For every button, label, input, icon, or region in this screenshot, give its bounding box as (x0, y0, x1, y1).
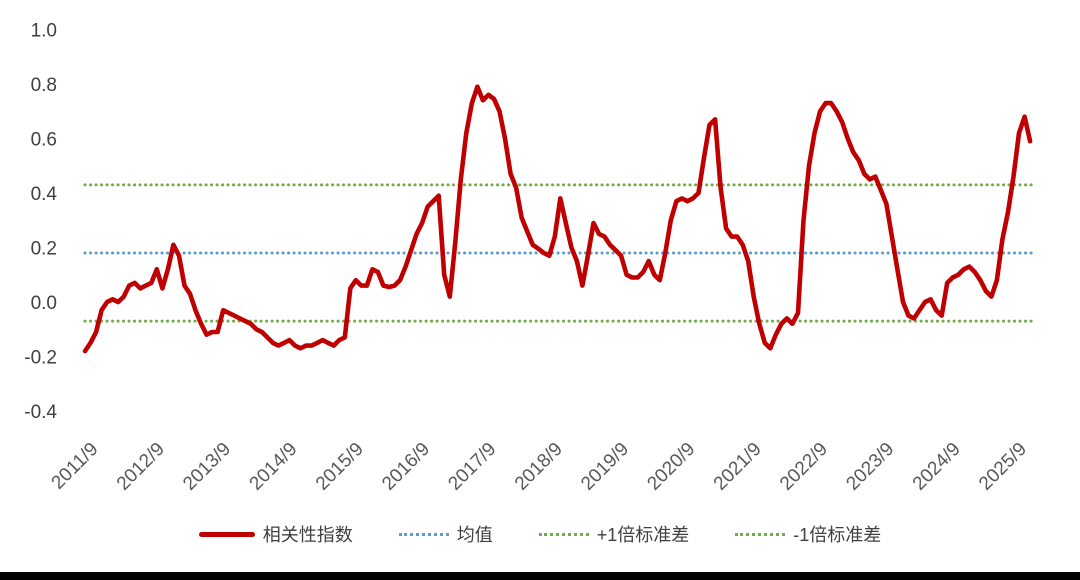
legend-label: +1倍标准差 (596, 525, 690, 545)
legend-item-3: -1倍标准差 (735, 521, 881, 547)
x-tick-label: 2020/9 (643, 439, 699, 495)
x-tick-label: 2015/9 (312, 439, 368, 495)
legend-swatch-dotted-line (398, 532, 449, 536)
legend-item-0: 相关性指数 (198, 521, 353, 547)
legend-swatch-dotted-line (735, 532, 786, 536)
x-tick-label: 2025/9 (975, 439, 1031, 495)
chart-legend: 相关性指数 均值 +1倍标准差 -1倍标准差 (0, 521, 1080, 547)
x-tick-label: 2018/9 (511, 439, 567, 495)
legend-item-2: +1倍标准差 (538, 521, 690, 547)
y-tick-label: 0.2 (31, 239, 57, 260)
y-tick-label: 0.4 (31, 184, 58, 205)
x-tick-label: 2013/9 (179, 439, 235, 495)
correlation-index-series-line (82, 84, 1033, 354)
x-tick-label: 2014/9 (246, 439, 302, 495)
y-tick-label: 1.0 (31, 21, 57, 42)
x-tick-label: 2019/9 (577, 439, 633, 495)
y-tick-label: -0.2 (24, 348, 57, 369)
y-tick-label: 0.0 (31, 293, 57, 314)
legend-item-1: 均值 (398, 521, 493, 547)
x-tick-label: 2022/9 (776, 439, 832, 495)
y-tick-label: -0.4 (24, 402, 57, 423)
x-tick-label: 2012/9 (113, 439, 169, 495)
y-tick-label: 0.6 (31, 130, 57, 151)
screenshot-bottom-border (0, 572, 1080, 580)
y-tick-label: 0.8 (31, 75, 57, 96)
legend-label: 相关性指数 (262, 525, 353, 545)
legend-swatch-solid-line (198, 531, 255, 537)
legend-label: -1倍标准差 (793, 525, 882, 545)
legend-label: 均值 (456, 525, 493, 545)
x-tick-label: 2024/9 (909, 439, 965, 495)
x-tick-label: 2023/9 (842, 439, 898, 495)
x-axis-tick-labels: 2011/9 2012/9 2013/9 2014/9 2015/9 2016/9 2017… (48, 439, 1031, 495)
x-tick-label: 2016/9 (378, 439, 434, 495)
x-tick-label: 2011/9 (48, 439, 103, 494)
legend-swatch-dotted-line (538, 532, 589, 536)
x-tick-label: 2021/9 (710, 439, 766, 495)
y-axis-tick-labels: 1.0 0.8 0.6 0.4 0.2 0.0 -0.2 -0.4 (24, 21, 57, 424)
x-tick-label: 2017/9 (444, 439, 500, 495)
